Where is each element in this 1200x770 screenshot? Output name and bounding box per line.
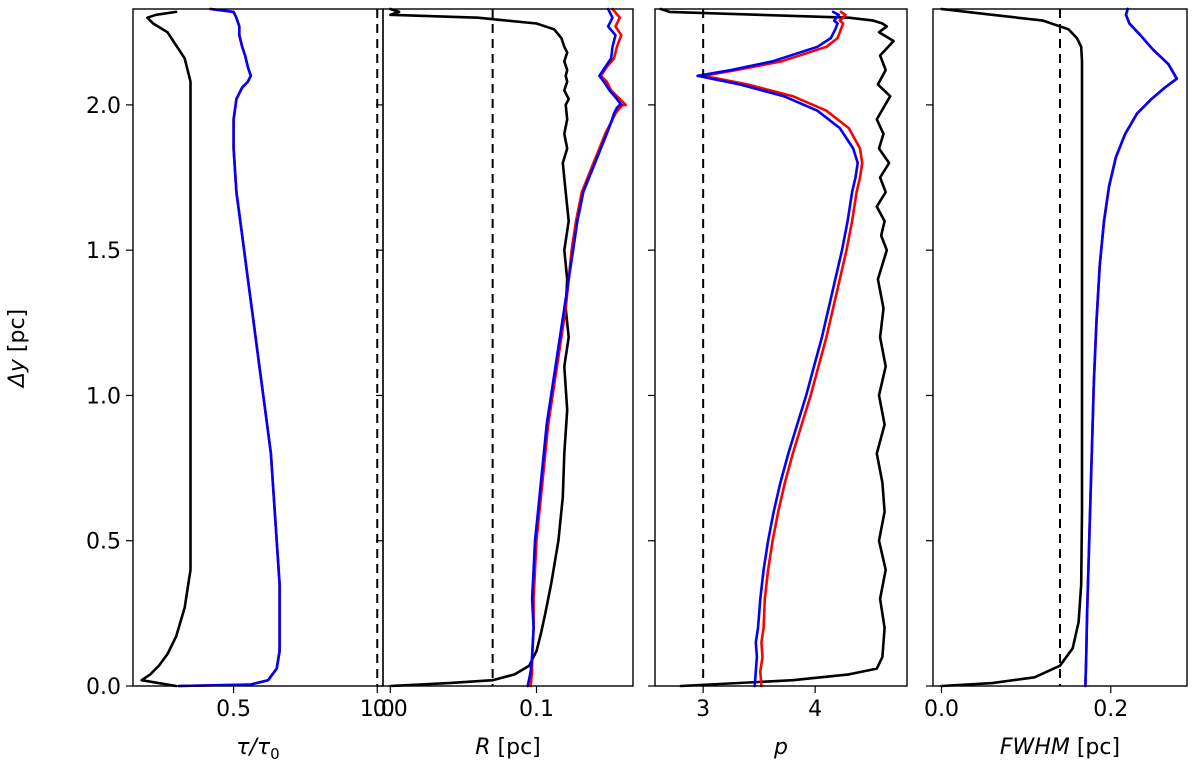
panel-p-x-tick-label: 3 <box>696 697 710 722</box>
panel-fwhm-x-tick-label: 0.2 <box>1093 697 1128 722</box>
panel-radius-series-red <box>529 7 628 688</box>
panel-tau-series-red <box>177 7 281 688</box>
y-axis-label: Δy [pc] <box>5 309 30 389</box>
panel-tau-x-label-sub: 0 <box>270 745 280 763</box>
panel-tau-x-axis-label: τ/τ0 <box>236 735 279 763</box>
panel-radius: 0.0 0.1 R [pc] <box>373 7 634 760</box>
panel-p-series <box>659 7 895 688</box>
panel-p-frame <box>654 8 908 687</box>
panel-p-series-black <box>659 7 895 688</box>
y-axis-label-unit: [pc] <box>5 309 30 359</box>
panel-p-x-label-main: p <box>773 735 788 760</box>
panel-radius-x-tick-label: 0.1 <box>519 697 554 722</box>
panel-radius-x-tick-label: 0.0 <box>373 697 408 722</box>
panel-radius-x-axis-label: R [pc] <box>475 735 541 760</box>
panel-p-x-tick-label: 4 <box>808 697 822 722</box>
panel-tau-ticks: 0.5 1.0 0.0 0.5 1.0 1.5 2.0 <box>86 94 395 722</box>
y-tick-label: 0.0 <box>86 675 121 700</box>
panel-tau-series <box>140 7 281 688</box>
panel-radius-x-label-unit: [pc] <box>491 735 541 760</box>
panel-radius-ticks: 0.0 0.1 <box>373 104 554 722</box>
panel-radius-series <box>388 7 628 688</box>
panel-fwhm-frame <box>932 8 1188 687</box>
y-tick-label: 0.5 <box>86 530 121 555</box>
panel-fwhm-ticks: 0.0 0.2 <box>924 104 1128 722</box>
panel-tau: 0.5 1.0 0.0 0.5 1.0 1.5 2.0 τ/τ0 <box>86 7 395 763</box>
panel-fwhm-x-axis-label: FWHM [pc] <box>1000 735 1120 760</box>
y-axis-label-main: Δy <box>5 358 30 389</box>
panel-radius-series-black <box>388 7 571 688</box>
panel-radius-x-label-main: R <box>475 735 490 760</box>
panel-fwhm-series <box>940 7 1179 688</box>
panel-fwhm-x-label-unit: [pc] <box>1070 735 1120 760</box>
panel-fwhm-series-black <box>940 7 1084 688</box>
y-tick-label: 1.0 <box>86 384 121 409</box>
y-tick-label: 2.0 <box>86 94 121 119</box>
panel-fwhm-x-tick-label: 0.0 <box>924 697 959 722</box>
panel-fwhm-series-blue <box>1084 7 1179 688</box>
panel-tau-series-black <box>140 10 192 688</box>
panel-tau-x-tick-label: 1.0 <box>360 697 395 722</box>
panel-tau-x-label-main: τ/τ <box>236 735 271 760</box>
panel-fwhm: 0.0 0.2 FWHM [pc] <box>924 7 1188 760</box>
y-tick-label: 1.5 <box>86 239 121 264</box>
panel-tau-x-tick-label: 0.5 <box>216 697 251 722</box>
panel-radius-frame <box>382 8 634 687</box>
panel-p-series-red <box>701 10 864 688</box>
panel-tau-series-blue <box>177 7 281 688</box>
panel-p-series-blue <box>696 10 860 688</box>
panel-fwhm-series-red <box>1084 7 1179 688</box>
panel-fwhm-x-label-main: FWHM <box>1000 735 1070 760</box>
panel-p-x-axis-label: p <box>773 735 788 760</box>
panel-radius-series-blue <box>526 7 623 688</box>
